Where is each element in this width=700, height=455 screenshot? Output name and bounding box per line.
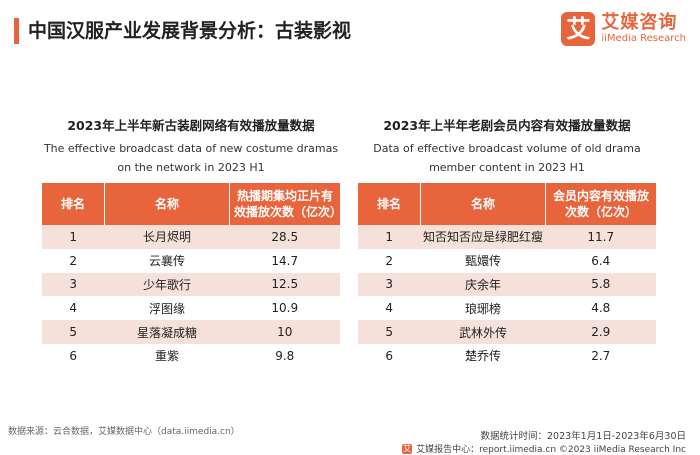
report-center-icon: 艾 xyxy=(402,443,413,454)
logo-text: 艾媒咨询 iiMedia Research xyxy=(601,13,686,45)
table-row: 3 庆余年 5.8 xyxy=(358,272,656,297)
value-cell: 10 xyxy=(229,320,340,344)
rank-cell: 6 xyxy=(358,343,421,368)
rank-cell: 4 xyxy=(42,296,105,321)
table-row: 4 琅琊榜 4.8 xyxy=(358,296,656,321)
name-cell: 少年歌行 xyxy=(104,272,230,297)
rank-cell: 3 xyxy=(358,272,421,297)
iimedia-logo: 艾 艾媒咨询 iiMedia Research xyxy=(561,12,686,46)
rank-cell: 6 xyxy=(42,343,105,368)
value-cell: 9.8 xyxy=(229,343,340,368)
name-cell: 星落凝成糖 xyxy=(104,320,230,344)
rank-cell: 2 xyxy=(42,248,105,273)
copyright-text: 艾媒报告中心：report.iimedia.cn ©2023 iiMedia R… xyxy=(416,445,686,455)
header-name: 名称 xyxy=(420,183,546,225)
name-cell: 重紫 xyxy=(104,343,230,368)
table-row: 4 浮图缘 10.9 xyxy=(42,296,340,321)
table-row: 2 甄嬛传 6.4 xyxy=(358,248,656,273)
value-cell: 6.4 xyxy=(545,248,656,273)
table-row: 5 武林外传 2.9 xyxy=(358,320,656,344)
value-cell: 12.5 xyxy=(229,272,340,297)
name-cell: 庆余年 xyxy=(420,272,546,297)
value-cell: 2.9 xyxy=(545,320,656,344)
logo-mark-icon: 艾 xyxy=(561,12,596,46)
header-name: 名称 xyxy=(104,183,230,225)
panel-title-en: Data of effective broadcast volume of ol… xyxy=(373,142,641,174)
table-row: 3 少年歌行 12.5 xyxy=(42,272,340,297)
table-row: 1 长月烬明 28.5 xyxy=(42,225,340,249)
name-cell: 楚乔传 xyxy=(420,343,546,368)
value-cell: 28.5 xyxy=(229,225,340,249)
title-accent-bar xyxy=(14,18,19,44)
value-cell: 10.9 xyxy=(229,296,340,321)
value-cell: 2.7 xyxy=(545,343,656,368)
name-cell: 知否知否应是绿肥红瘦 xyxy=(420,225,546,249)
rank-cell: 1 xyxy=(42,225,105,249)
rank-cell: 5 xyxy=(358,320,421,344)
data-source-note: 数据来源：云合数据，艾媒数据中心（data.iimedia.cn） xyxy=(8,427,240,437)
name-cell: 武林外传 xyxy=(420,320,546,344)
name-cell: 浮图缘 xyxy=(104,296,230,321)
panel-title-en: The effective broadcast data of new cost… xyxy=(43,142,339,174)
header-plays: 热播期集均正片有效播放次数（亿次） xyxy=(229,183,342,225)
name-cell: 长月烬明 xyxy=(104,225,230,249)
header-plays: 会员内容有效播放次数（亿次） xyxy=(545,183,656,225)
table-row: 6 重紫 9.8 xyxy=(42,343,340,368)
table-header-row: 排名 名称 热播期集均正片有效播放次数（亿次） xyxy=(42,183,342,225)
rank-cell: 4 xyxy=(358,296,421,321)
header-rank: 排名 xyxy=(358,183,421,225)
logo-cn-text: 艾媒咨询 xyxy=(601,12,678,33)
table-row: 1 知否知否应是绿肥红瘦 11.7 xyxy=(358,225,656,249)
page-title: 中国汉服产业发展背景分析：古装影视 xyxy=(28,20,352,42)
name-cell: 云襄传 xyxy=(104,248,230,273)
panel-title-cn: 2023年上半年老剧会员内容有效播放量数据 xyxy=(383,118,631,133)
data-period-note: 数据统计时间：2023年1月1日-2023年6月30日 xyxy=(480,431,686,442)
table-header-row: 排名 名称 会员内容有效播放次数（亿次） xyxy=(358,183,656,225)
rank-cell: 3 xyxy=(42,272,105,297)
rank-cell: 2 xyxy=(358,248,421,273)
old-drama-member-table: 排名 名称 会员内容有效播放次数（亿次） 1 知否知否应是绿肥红瘦 11.7 2… xyxy=(358,183,656,368)
logo-en-text: iiMedia Research xyxy=(601,33,686,44)
table-row: 5 星落凝成糖 10 xyxy=(42,320,340,344)
table-row: 6 楚乔传 2.7 xyxy=(358,343,656,368)
value-cell: 4.8 xyxy=(545,296,656,321)
value-cell: 14.7 xyxy=(229,248,340,273)
new-costume-drama-table: 排名 名称 热播期集均正片有效播放次数（亿次） 1 长月烬明 28.5 2 云襄… xyxy=(42,183,342,368)
name-cell: 琅琊榜 xyxy=(420,296,546,321)
value-cell: 11.7 xyxy=(545,225,656,249)
panel-title-cn: 2023年上半年新古装剧网络有效播放量数据 xyxy=(67,118,315,133)
name-cell: 甄嬛传 xyxy=(420,248,546,273)
rank-cell: 1 xyxy=(358,225,421,249)
header-rank: 排名 xyxy=(42,183,105,225)
value-cell: 5.8 xyxy=(545,272,656,297)
old-drama-member-panel: 2023年上半年老剧会员内容有效播放量数据 Data of effective … xyxy=(358,118,656,368)
copyright-note: 艾 艾媒报告中心：report.iimedia.cn ©2023 iiMedia… xyxy=(402,442,686,455)
table-row: 2 云襄传 14.7 xyxy=(42,248,340,273)
rank-cell: 5 xyxy=(42,320,105,344)
new-costume-drama-panel: 2023年上半年新古装剧网络有效播放量数据 The effective broa… xyxy=(42,118,342,368)
